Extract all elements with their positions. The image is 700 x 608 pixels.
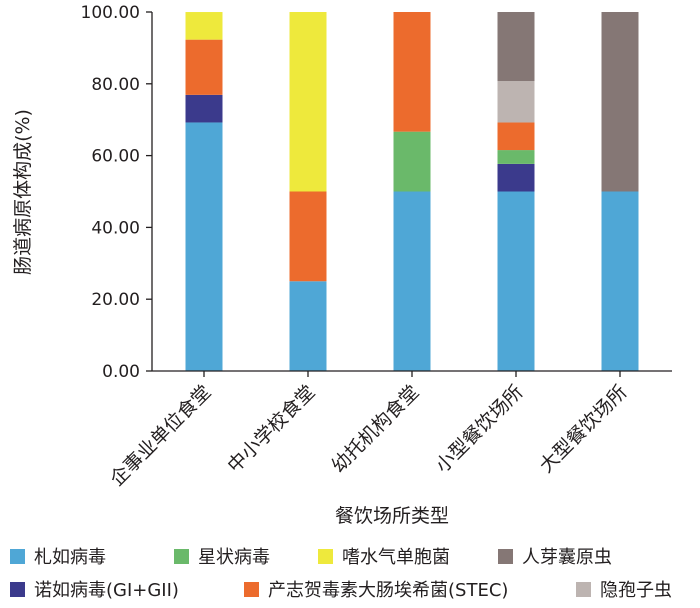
legend-swatch — [576, 582, 591, 597]
legend-label: 人芽囊原虫 — [522, 547, 612, 568]
legend-label: 隐孢子虫 — [600, 580, 672, 601]
legend-label: 产志贺毒素大肠埃希菌(STEC) — [268, 580, 508, 601]
legend-label: 诺如病毒(GI+GII) — [34, 580, 179, 601]
legend-label: 嗜水气单胞菌 — [342, 547, 450, 568]
bar-segment — [185, 39, 223, 95]
bar-segment — [289, 12, 327, 192]
bar-segment — [497, 12, 535, 82]
bar-segment — [497, 191, 535, 371]
y-axis-title: 肠道病原体构成(%) — [12, 109, 34, 275]
y-tick-label: 100.00 — [81, 3, 140, 23]
x-tick-label: 小型餐饮场所 — [431, 381, 527, 477]
legend-label: 星状病毒 — [198, 547, 270, 568]
bar-segment — [601, 12, 639, 192]
bar-segment — [497, 150, 535, 164]
x-axis-title: 餐饮场所类型 — [335, 505, 449, 527]
x-tick-labels: 企事业单位食堂 中小学校食堂 幼托机构食堂 小型餐饮场所 大型餐饮场所 — [106, 381, 632, 491]
y-ticks: 0.00 20.00 40.00 60.00 80.00 100.00 — [81, 3, 152, 382]
bar-segment — [497, 81, 535, 123]
bars-layer — [185, 12, 639, 372]
x-tick-label: 企事业单位食堂 — [106, 381, 216, 491]
legend-swatch — [318, 549, 333, 564]
x-tick-label: 大型餐饮场所 — [535, 381, 631, 477]
y-tick-label: 20.00 — [91, 290, 140, 310]
legend-swatch — [10, 582, 25, 597]
y-tick-label: 80.00 — [91, 75, 140, 95]
legend-swatch — [498, 549, 513, 564]
legend-swatch — [174, 549, 189, 564]
y-tick-label: 0.00 — [102, 362, 140, 382]
bar-segment — [185, 122, 223, 372]
bar-segment — [185, 12, 223, 40]
bar-segment — [393, 191, 431, 371]
bar-segment — [185, 94, 223, 123]
bar-segment — [497, 163, 535, 192]
bar-segment — [289, 191, 327, 282]
legend-swatch — [244, 582, 259, 597]
bar-segment — [393, 131, 431, 192]
y-tick-label: 40.00 — [91, 218, 140, 238]
bar-segment — [601, 191, 639, 371]
legend-label: 札如病毒 — [34, 547, 106, 568]
bar-segment — [393, 12, 431, 132]
x-tick-label: 中小学校食堂 — [223, 381, 319, 477]
y-tick-label: 60.00 — [91, 147, 140, 167]
x-tick-label: 幼托机构食堂 — [327, 381, 423, 477]
bar-segment — [289, 281, 327, 371]
axes-layer — [151, 12, 672, 377]
bar-segment — [497, 122, 535, 151]
legend-swatch — [10, 549, 25, 564]
